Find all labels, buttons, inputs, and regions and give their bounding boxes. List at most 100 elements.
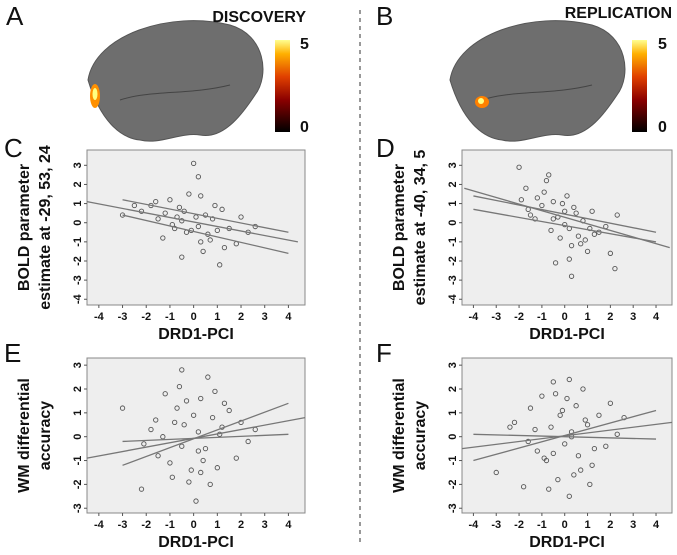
point bbox=[603, 443, 609, 449]
y-tick-label: -2 bbox=[447, 256, 459, 266]
point bbox=[233, 455, 239, 461]
point bbox=[155, 216, 161, 222]
colorbar-label: 0 bbox=[300, 119, 309, 136]
y-tick-label: 0 bbox=[447, 434, 459, 440]
panel-letter: C bbox=[4, 133, 23, 163]
y-tick-label: 1 bbox=[72, 410, 84, 416]
x-tick-label: 2 bbox=[238, 519, 244, 531]
y-axis-label: WM differential bbox=[16, 378, 33, 493]
point bbox=[550, 450, 556, 457]
point bbox=[527, 212, 534, 218]
x-tick-label: -4 bbox=[94, 519, 105, 531]
y-tick-label: 0 bbox=[72, 220, 84, 226]
point bbox=[245, 438, 251, 445]
point bbox=[226, 407, 232, 414]
point bbox=[562, 208, 568, 214]
point bbox=[573, 403, 579, 409]
x-tick-label: 3 bbox=[630, 311, 636, 323]
point bbox=[527, 405, 534, 411]
fit-line bbox=[473, 433, 657, 440]
point bbox=[179, 254, 185, 260]
y-tick-label: -3 bbox=[447, 275, 459, 285]
point bbox=[176, 204, 183, 211]
y-tick-label: 1 bbox=[447, 410, 459, 416]
y-tick-label: -3 bbox=[72, 503, 84, 513]
point bbox=[552, 260, 559, 266]
point bbox=[548, 424, 554, 430]
panel-letter: D bbox=[376, 133, 395, 163]
point bbox=[193, 498, 199, 504]
y-axis-label: BOLD parameter bbox=[391, 164, 408, 291]
point bbox=[568, 273, 575, 279]
point bbox=[172, 419, 178, 426]
point bbox=[541, 189, 547, 195]
point bbox=[575, 233, 582, 239]
point bbox=[559, 407, 566, 414]
point bbox=[541, 455, 547, 461]
point bbox=[534, 195, 540, 201]
y-tick-label: 1 bbox=[72, 201, 84, 207]
point bbox=[518, 197, 524, 203]
x-axis-label: DRD1-PCI bbox=[529, 534, 605, 551]
point bbox=[198, 193, 204, 199]
panel-letter: E bbox=[4, 338, 21, 368]
panel-title: REPLICATION bbox=[565, 5, 672, 22]
point bbox=[138, 486, 145, 492]
y-tick-label: 2 bbox=[72, 386, 84, 392]
x-tick-label: 3 bbox=[630, 519, 636, 531]
fit-line bbox=[473, 208, 657, 243]
point bbox=[571, 204, 577, 211]
point bbox=[162, 210, 168, 216]
point bbox=[186, 191, 192, 197]
point bbox=[614, 212, 620, 218]
point bbox=[520, 484, 527, 490]
point bbox=[543, 177, 550, 184]
point bbox=[217, 262, 223, 268]
point bbox=[566, 376, 572, 383]
y-axis-label: WM differential bbox=[391, 378, 408, 493]
x-tick-label: -3 bbox=[118, 519, 128, 531]
point bbox=[587, 481, 593, 488]
point bbox=[198, 395, 204, 402]
y-tick-label: -1 bbox=[72, 456, 84, 466]
y-tick-label: 0 bbox=[72, 434, 84, 440]
point bbox=[219, 206, 225, 212]
colorbar bbox=[632, 40, 647, 132]
point bbox=[578, 467, 584, 473]
x-tick-label: 1 bbox=[214, 519, 220, 531]
x-tick-label: -2 bbox=[514, 311, 524, 323]
fit-line bbox=[122, 433, 289, 443]
x-tick-label: 4 bbox=[285, 519, 292, 531]
y-tick-label: -1 bbox=[447, 237, 459, 247]
panel-letter: F bbox=[376, 338, 392, 368]
point bbox=[209, 216, 216, 222]
x-tick-label: -3 bbox=[491, 311, 501, 323]
y-tick-label: 1 bbox=[447, 201, 459, 207]
point bbox=[153, 417, 159, 423]
fit-line bbox=[122, 214, 289, 254]
point bbox=[564, 395, 570, 402]
x-tick-label: -4 bbox=[94, 311, 105, 323]
y-tick-label: -2 bbox=[447, 479, 459, 489]
y-tick-label: -2 bbox=[72, 256, 84, 266]
point bbox=[552, 391, 559, 397]
point bbox=[550, 199, 556, 205]
point bbox=[591, 231, 598, 237]
x-tick-label: 1 bbox=[584, 311, 590, 323]
fit-line bbox=[473, 195, 657, 233]
point bbox=[559, 200, 566, 207]
x-tick-label: 2 bbox=[607, 519, 613, 531]
point bbox=[614, 431, 620, 437]
colorbar-label: 5 bbox=[658, 36, 667, 53]
point bbox=[155, 453, 161, 459]
point bbox=[207, 481, 213, 488]
point bbox=[195, 174, 202, 180]
point bbox=[555, 476, 561, 483]
x-axis-label: DRD1-PCI bbox=[529, 326, 605, 343]
y-tick-label: 3 bbox=[447, 162, 459, 168]
point bbox=[546, 486, 552, 492]
point bbox=[546, 172, 552, 178]
point bbox=[238, 214, 244, 220]
y-tick-label: -4 bbox=[72, 293, 84, 304]
